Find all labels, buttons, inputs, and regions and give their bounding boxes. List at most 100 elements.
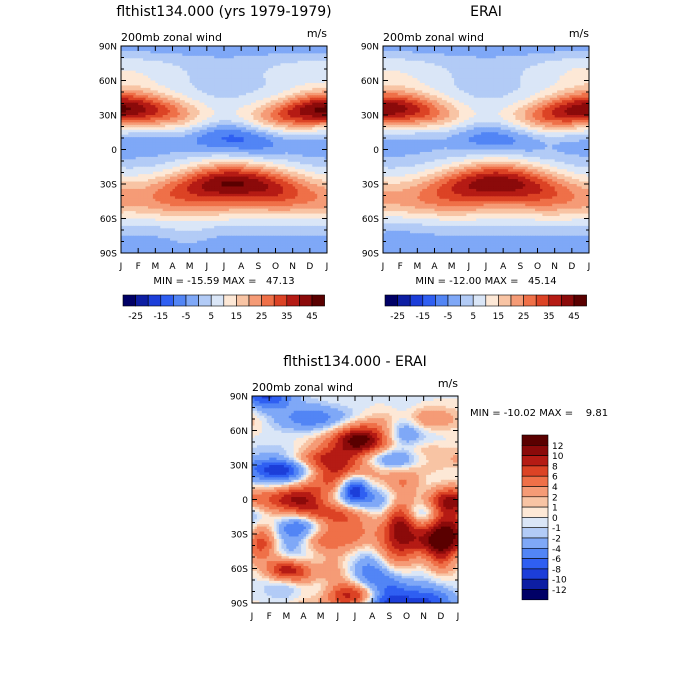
field-cell <box>290 48 294 52</box>
field-cell <box>226 176 230 180</box>
field-cell <box>179 85 183 89</box>
field-cell <box>307 110 311 114</box>
field-cell <box>133 139 137 143</box>
field-cell <box>197 87 201 91</box>
field-cell <box>194 55 198 59</box>
field-cell <box>322 68 326 72</box>
field-cell <box>155 53 159 57</box>
field-cell <box>172 139 176 143</box>
field-cell <box>121 65 125 69</box>
field-cell <box>211 169 215 173</box>
field-cell <box>233 63 237 67</box>
field-cell <box>309 127 313 131</box>
field-cell <box>123 137 127 141</box>
field-cell <box>128 115 132 119</box>
field-cell <box>324 53 327 57</box>
field-cell <box>182 171 186 175</box>
field-cell <box>206 46 210 50</box>
field-cell <box>204 75 208 79</box>
field-cell <box>231 50 235 54</box>
field-cell <box>155 124 159 128</box>
field-cell <box>292 73 296 77</box>
field-cell <box>182 132 186 136</box>
field-cell <box>226 127 230 131</box>
field-cell <box>201 50 205 54</box>
field-cell <box>177 115 181 119</box>
field-cell <box>170 181 174 185</box>
field-cell <box>248 139 252 143</box>
field-cell <box>312 156 316 160</box>
field-cell <box>224 117 228 121</box>
field-cell <box>233 90 237 94</box>
field-cell <box>194 139 198 143</box>
field-cell <box>140 174 144 178</box>
field-cell <box>125 115 129 119</box>
field-cell <box>246 85 250 89</box>
field-cell <box>295 184 299 188</box>
field-cell <box>147 53 152 57</box>
field-cell <box>285 166 289 170</box>
field-cell <box>160 53 164 57</box>
field-cell <box>157 124 161 128</box>
field-cell <box>280 80 284 84</box>
field-cell <box>172 184 176 188</box>
field-cell <box>317 48 321 52</box>
field-cell <box>130 169 134 173</box>
field-cell <box>260 164 264 168</box>
field-cell <box>177 46 181 50</box>
field-cell <box>221 53 225 57</box>
field-cell <box>138 70 142 74</box>
field-cell <box>287 92 291 96</box>
field-cell <box>184 176 188 180</box>
field-cell <box>290 90 294 94</box>
field-cell <box>324 82 327 87</box>
field-cell <box>150 176 154 180</box>
field-cell <box>314 156 318 160</box>
field-cell <box>194 65 198 69</box>
field-cell <box>312 137 316 141</box>
field-cell <box>309 48 313 52</box>
field-cell <box>211 142 215 146</box>
field-cell <box>248 115 252 119</box>
field-cell <box>265 159 269 163</box>
field-cell <box>263 115 267 119</box>
field-cell <box>314 154 318 158</box>
field-cell <box>201 151 205 156</box>
field-cell <box>150 122 154 126</box>
field-cell <box>287 70 291 74</box>
field-cell <box>147 107 152 111</box>
field-cell <box>138 166 142 170</box>
field-cell <box>312 105 316 109</box>
field-cell <box>201 68 205 72</box>
field-cell <box>285 129 289 133</box>
field-cell <box>152 55 156 59</box>
field-cell <box>238 154 242 158</box>
field-cell <box>300 70 304 74</box>
field-cell <box>312 166 316 170</box>
field-cell <box>290 139 294 143</box>
field-cell <box>194 73 198 77</box>
field-cell <box>236 147 240 151</box>
field-cell <box>221 142 225 146</box>
field-cell <box>143 184 147 188</box>
field-cell <box>145 46 149 50</box>
field-cell <box>189 188 193 192</box>
field-cell <box>147 50 152 54</box>
field-cell <box>260 139 264 143</box>
field-cell <box>182 60 186 64</box>
field-cell <box>214 60 218 64</box>
field-cell <box>121 119 125 123</box>
field-cell <box>300 166 304 170</box>
field-cell <box>211 134 215 138</box>
field-cell <box>265 110 269 114</box>
field-cell <box>214 55 218 59</box>
field-cell <box>280 90 284 94</box>
field-cell <box>206 80 210 84</box>
field-cell <box>184 181 188 185</box>
field-cell <box>307 127 311 131</box>
field-cell <box>216 149 220 153</box>
field-cell <box>201 90 205 94</box>
field-cell <box>317 188 321 192</box>
field-cell <box>231 58 235 62</box>
field-cell <box>285 78 289 82</box>
